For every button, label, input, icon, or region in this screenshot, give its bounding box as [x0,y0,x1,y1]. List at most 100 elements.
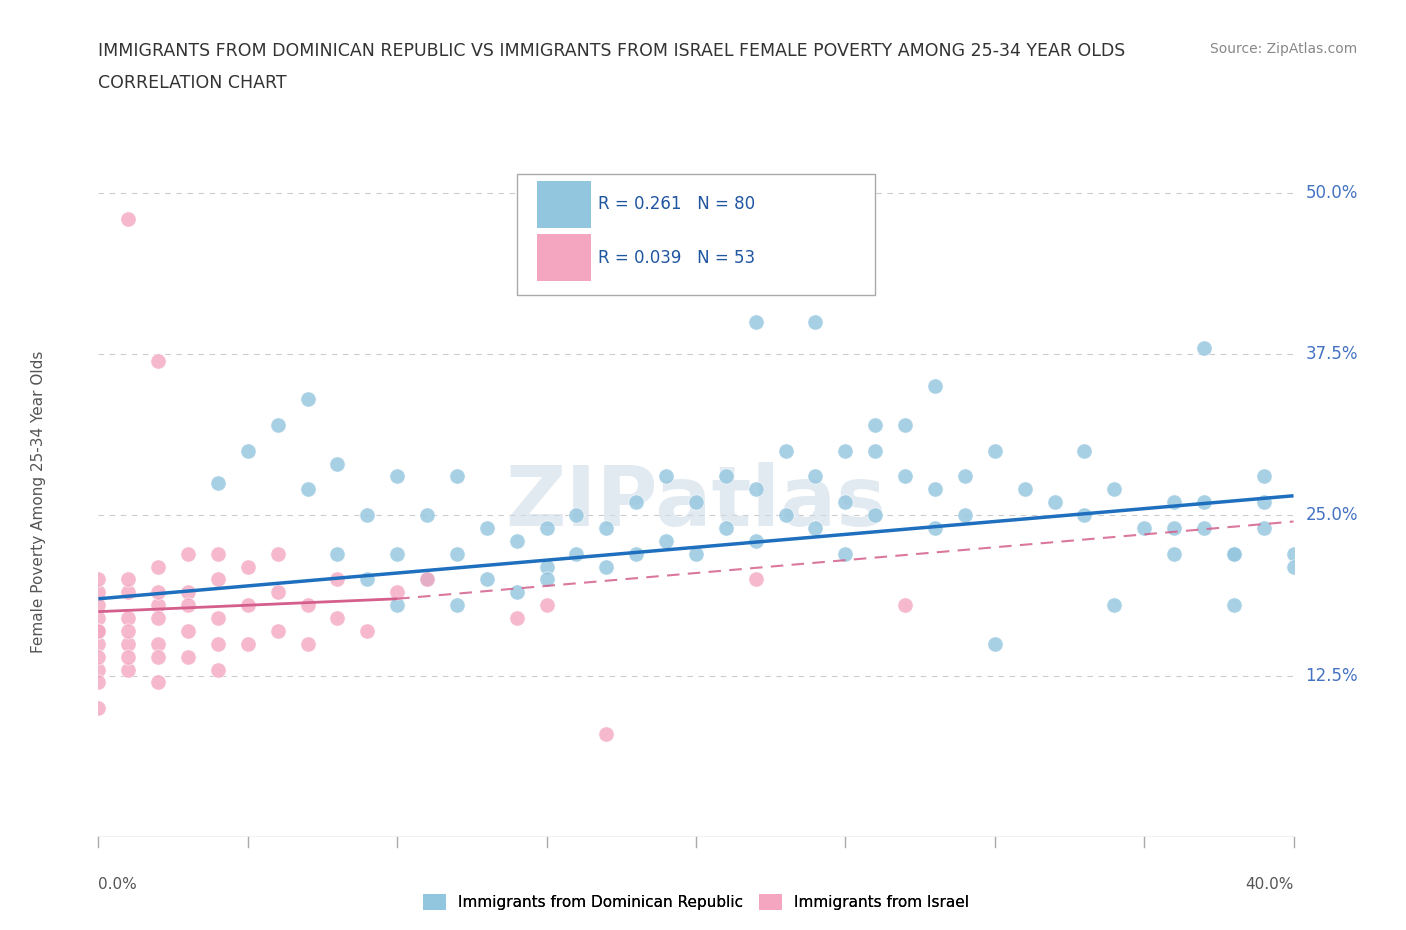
Point [148,611,170,626]
Point [87,701,110,716]
Point [1223,546,1246,561]
Point [1043,495,1066,510]
Point [117,611,139,626]
Point [416,572,439,587]
Point [1133,521,1156,536]
Point [953,469,976,484]
Point [236,636,259,651]
Point [177,623,200,638]
Point [117,623,139,638]
Point [745,482,768,497]
Point [1163,521,1185,536]
Point [624,495,647,510]
Point [87,611,110,626]
Point [177,598,200,613]
Point [745,572,768,587]
Text: ZIPatlas: ZIPatlas [506,461,886,543]
FancyBboxPatch shape [537,180,591,228]
Text: 12.5%: 12.5% [1305,667,1358,685]
Point [1223,546,1246,561]
Point [714,469,737,484]
Point [385,546,409,561]
Point [87,662,110,677]
Point [536,572,558,587]
Point [834,495,856,510]
Point [87,623,110,638]
Point [804,521,827,536]
Point [1104,598,1126,613]
Point [1014,482,1036,497]
Point [1104,482,1126,497]
Point [416,508,439,523]
Point [117,572,139,587]
Point [117,662,139,677]
Point [1163,546,1185,561]
Point [924,482,946,497]
Text: 0.0%: 0.0% [98,877,138,892]
Point [148,636,170,651]
Point [148,649,170,664]
Point [834,546,856,561]
Point [1163,495,1185,510]
Point [1192,495,1215,510]
Point [446,546,468,561]
Text: Source: ZipAtlas.com: Source: ZipAtlas.com [1209,42,1357,56]
Point [506,611,529,626]
Point [207,611,229,626]
Point [326,456,349,471]
Point [1192,521,1215,536]
Point [1253,469,1275,484]
Point [1282,546,1305,561]
Point [267,623,290,638]
Point [714,521,737,536]
Point [953,508,976,523]
Point [475,521,498,536]
Point [326,611,349,626]
Point [385,469,409,484]
Point [87,636,110,651]
Point [865,418,887,432]
Point [865,508,887,523]
Point [87,623,110,638]
Point [356,623,378,638]
Point [87,675,110,690]
Point [1223,598,1246,613]
Point [1073,508,1095,523]
Point [595,521,617,536]
Point [446,469,468,484]
Text: 40.0%: 40.0% [1246,877,1294,892]
Point [983,444,1005,458]
Point [148,353,170,368]
Point [506,585,529,600]
Point [624,546,647,561]
Point [834,444,856,458]
Point [148,585,170,600]
Point [87,649,110,664]
Point [416,572,439,587]
Point [207,662,229,677]
Point [655,469,678,484]
Point [87,598,110,613]
Point [177,546,200,561]
Text: R = 0.261   N = 80: R = 0.261 N = 80 [598,195,755,213]
Point [1253,495,1275,510]
Point [565,546,588,561]
Point [983,636,1005,651]
Point [595,559,617,574]
Text: CORRELATION CHART: CORRELATION CHART [98,74,287,92]
Point [117,649,139,664]
Point [148,598,170,613]
Point [894,598,917,613]
Point [685,546,707,561]
Point [356,508,378,523]
Point [865,444,887,458]
Point [87,572,110,587]
Point [1282,559,1305,574]
Point [1253,521,1275,536]
Point [297,636,319,651]
Point [475,572,498,587]
Point [385,598,409,613]
Point [924,521,946,536]
Point [148,559,170,574]
Point [536,521,558,536]
